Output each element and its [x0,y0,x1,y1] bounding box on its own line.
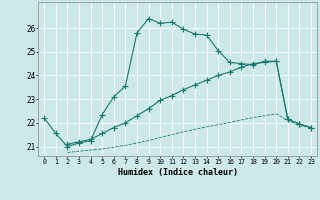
X-axis label: Humidex (Indice chaleur): Humidex (Indice chaleur) [118,168,238,177]
